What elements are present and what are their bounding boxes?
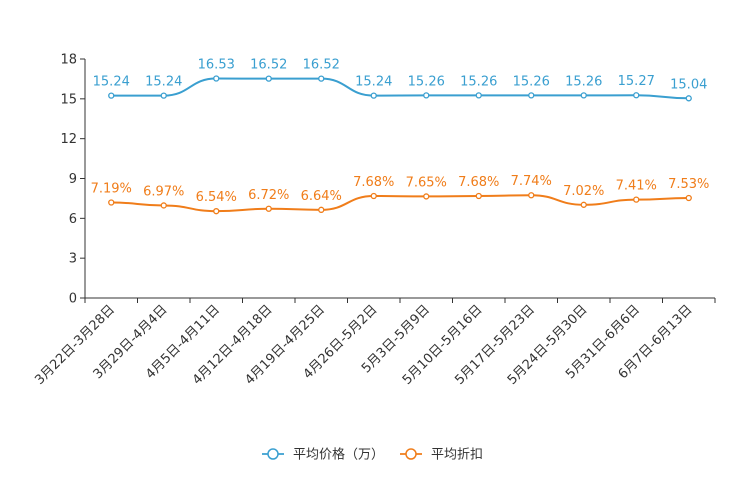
y-tick-label: 15	[60, 92, 77, 107]
data-label: 7.41%	[616, 179, 657, 194]
data-label: 16.52	[303, 58, 340, 73]
data-point[interactable]	[475, 92, 482, 99]
legend-marker-icon	[405, 448, 417, 460]
y-tick-label: 18	[60, 53, 77, 68]
data-label: 7.68%	[458, 175, 499, 190]
series-price: 15.24 15.24 16.53 16.52 16.52 15.24 15.26 15.26…	[93, 58, 707, 102]
data-label: 15.24	[145, 75, 182, 90]
y-tick-label: 12	[60, 132, 77, 147]
data-point[interactable]	[633, 196, 640, 203]
legend-marker-icon	[267, 448, 279, 460]
data-point[interactable]	[685, 95, 692, 102]
data-point[interactable]	[160, 92, 167, 99]
data-label: 7.74%	[511, 174, 552, 189]
data-point[interactable]	[633, 92, 640, 99]
data-point[interactable]	[318, 75, 325, 82]
data-label: 7.65%	[406, 175, 447, 190]
legend-item-discount[interactable]: 平均折扣	[400, 448, 483, 463]
series-discount: 7.19% 6.97% 6.54% 6.72% 6.64% 7.68% 7.65% 7.68%…	[91, 174, 709, 215]
series-line	[111, 194, 689, 213]
data-label: 15.26	[460, 74, 497, 89]
data-point[interactable]	[370, 192, 377, 200]
data-point[interactable]	[423, 92, 430, 99]
data-point[interactable]	[265, 75, 272, 82]
data-point[interactable]	[580, 201, 587, 208]
data-label: 16.53	[198, 58, 235, 73]
data-label: 15.24	[355, 75, 392, 90]
data-label: 7.68%	[353, 175, 394, 190]
data-label: 7.53%	[668, 177, 709, 192]
data-label: 6.97%	[143, 184, 184, 199]
legend-item-price[interactable]: 平均价格（万）	[262, 447, 384, 463]
data-point[interactable]	[580, 92, 587, 99]
data-point[interactable]	[528, 92, 535, 99]
data-label: 15.26	[513, 74, 550, 89]
data-point[interactable]	[685, 194, 692, 202]
data-point[interactable]	[475, 192, 482, 200]
legend-label: 平均折扣	[431, 448, 483, 463]
data-label: 16.52	[250, 58, 287, 73]
y-tick-label: 3	[69, 252, 77, 267]
data-label: 6.72%	[248, 188, 289, 203]
data-label: 15.27	[618, 74, 655, 89]
data-label: 6.64%	[301, 189, 342, 204]
data-point[interactable]	[108, 199, 115, 206]
y-tick-label: 9	[69, 172, 77, 187]
legend-label: 平均价格（万）	[293, 447, 384, 463]
data-point[interactable]	[423, 193, 430, 200]
data-label: 6.54%	[196, 190, 237, 205]
data-point[interactable]	[318, 206, 325, 213]
data-point[interactable]	[265, 205, 272, 212]
data-point[interactable]	[108, 92, 115, 99]
data-label: 15.26	[408, 74, 445, 89]
data-point[interactable]	[213, 208, 220, 215]
data-label: 7.02%	[563, 184, 604, 199]
data-point[interactable]	[528, 192, 535, 199]
data-point[interactable]	[160, 202, 167, 209]
y-tick-label: 6	[69, 212, 77, 227]
data-label: 15.04	[670, 77, 707, 92]
data-point[interactable]	[370, 92, 377, 99]
data-point[interactable]	[213, 75, 220, 82]
data-label: 15.26	[565, 74, 602, 89]
data-label: 7.19%	[91, 182, 132, 197]
y-tick-label: 0	[69, 292, 77, 307]
data-label: 15.24	[93, 75, 130, 90]
